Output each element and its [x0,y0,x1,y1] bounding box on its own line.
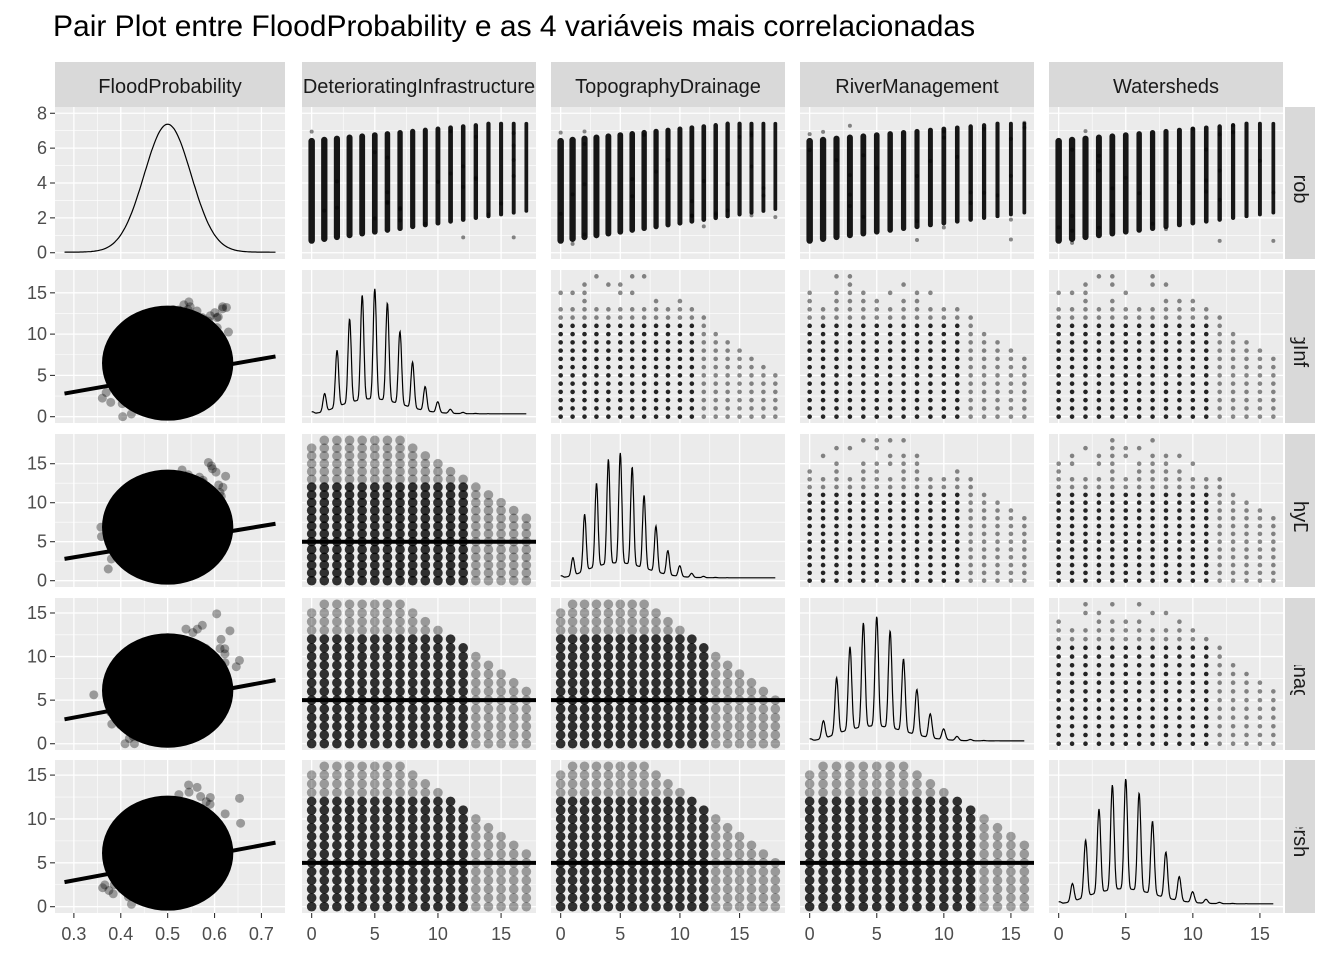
x-tick-label: 10 [1183,924,1203,944]
density-curve [1058,778,1274,905]
row-strip-topographydrainage: TopographyDrainage [1285,418,1315,604]
y-tick-label: 10 [27,493,47,513]
panel-floodprobability-vs-rivermanagement [800,107,1034,259]
panel-floodprobability-vs-floodprobability [55,107,285,259]
trend-line [64,521,276,561]
panel-topographydrainage-vs-topographydrainage [551,434,785,587]
x-tick-label: 0 [556,924,566,944]
y-tick-label: 15 [27,454,47,474]
panel-rivermanagement-vs-topographydrainage [551,598,785,750]
x-tick-label: 15 [1250,924,1270,944]
x-tick-label: 0 [1054,924,1064,944]
y-tick-label: 5 [37,853,47,873]
panel-watersheds-vs-deterioratinginfrastructure [302,760,536,913]
x-tick-label: 15 [1001,924,1021,944]
panel-topographydrainage-vs-floodprobability [55,434,285,587]
column-strip-rivermanagement: RiverManagement [800,62,1034,107]
panel-topographydrainage-vs-deterioratinginfrastructure [302,434,536,587]
panel-deterioratinginfrastructure-vs-floodprobability [55,270,285,423]
panel-watersheds-vs-rivermanagement [800,760,1034,913]
column-strip-deterioratinginfrastructure: DeterioratingInfrastructure [302,62,536,107]
y-tick-label: 2 [37,208,47,228]
y-tick-label: 0 [37,897,47,917]
x-tick-label: 0.3 [61,924,86,944]
panel-watersheds-vs-floodprobability [55,760,285,913]
x-tick-label: 5 [615,924,625,944]
chart-title: Pair Plot entre FloodProbability e as 4 … [53,10,976,43]
row-strip-label: RiverManagement [1289,592,1311,756]
y-tick-label: 4 [37,173,47,193]
y-tick-label: 10 [27,647,47,667]
density-curve [64,123,276,253]
y-tick-label: 0 [37,407,47,427]
panel-floodprobability-vs-topographydrainage [551,107,785,259]
y-tick-label: 0 [37,243,47,263]
row-strip-rivermanagement: RiverManagement [1285,592,1315,756]
x-tick-label: 0.7 [249,924,274,944]
row-strip-floodprobability: FloodProbability [1285,107,1315,259]
trend-line [64,840,276,885]
panel-rivermanagement-vs-rivermanagement [800,598,1034,750]
column-strip-watersheds: Watersheds [1049,62,1283,107]
panel-floodprobability-vs-deterioratinginfrastructure [302,107,536,259]
y-tick-label: 5 [37,690,47,710]
density-curve [311,288,527,415]
trend-line [64,678,276,722]
x-tick-label: 5 [872,924,882,944]
x-tick-label: 10 [934,924,954,944]
y-tick-label: 5 [37,365,47,385]
y-tick-label: 6 [37,138,47,158]
y-tick-label: 5 [37,532,47,552]
panel-watersheds-vs-watersheds [1049,760,1283,913]
column-strip-label: DeterioratingInfrastructure [303,76,535,98]
column-strip-label: Watersheds [1113,76,1219,98]
x-tick-label: 5 [370,924,380,944]
y-tick-label: 15 [27,283,47,303]
x-tick-label: 5 [1121,924,1131,944]
panel-deterioratinginfrastructure-vs-rivermanagement [800,270,1034,423]
y-tick-label: 15 [27,603,47,623]
column-strip-topographydrainage: TopographyDrainage [551,62,785,107]
row-strip-label: TopographyDrainage [1289,418,1311,604]
column-strip-label: RiverManagement [835,76,999,98]
panel-rivermanagement-vs-watersheds [1049,598,1283,750]
density-curve [560,452,776,579]
y-tick-label: 8 [37,103,47,123]
y-tick-label: 15 [27,765,47,785]
panel-floodprobability-vs-watersheds [1049,107,1283,259]
row-strip-watersheds: Watersheds [1285,760,1315,913]
x-tick-label: 15 [491,924,511,944]
x-tick-label: 15 [730,924,750,944]
x-tick-label: 0 [805,924,815,944]
x-tick-label: 0.6 [202,924,227,944]
y-tick-label: 10 [27,324,47,344]
panel-deterioratinginfrastructure-vs-deterioratinginfrastructure [302,270,536,423]
column-strip-label: FloodProbability [98,76,241,98]
x-tick-label: 10 [670,924,690,944]
panel-deterioratinginfrastructure-vs-topographydrainage [551,270,785,423]
panel-topographydrainage-vs-watersheds [1049,434,1283,587]
panel-watersheds-vs-topographydrainage [551,760,785,913]
panel-topographydrainage-vs-rivermanagement [800,434,1034,587]
column-strip-label: TopographyDrainage [575,76,761,98]
density-curve [809,616,1025,742]
y-tick-label: 0 [37,571,47,591]
row-strip-label: FloodProbability [1289,111,1311,254]
panel-deterioratinginfrastructure-vs-watersheds [1049,270,1283,423]
panel-rivermanagement-vs-floodprobability [55,598,285,750]
trend-line [64,354,276,396]
row-strip-deterioratinginfrastructure: DeterioratingInfrastructure [1285,230,1315,462]
x-tick-label: 0.4 [108,924,133,944]
row-strip-label: Watersheds [1289,784,1311,890]
row-strip-label: DeterioratingInfrastructure [1289,230,1311,462]
x-tick-label: 10 [428,924,448,944]
panel-rivermanagement-vs-deterioratinginfrastructure [302,598,536,750]
x-tick-label: 0 [307,924,317,944]
column-strip-floodprobability: FloodProbability [55,62,285,107]
y-tick-label: 0 [37,734,47,754]
y-tick-label: 10 [27,809,47,829]
x-tick-label: 0.5 [155,924,180,944]
